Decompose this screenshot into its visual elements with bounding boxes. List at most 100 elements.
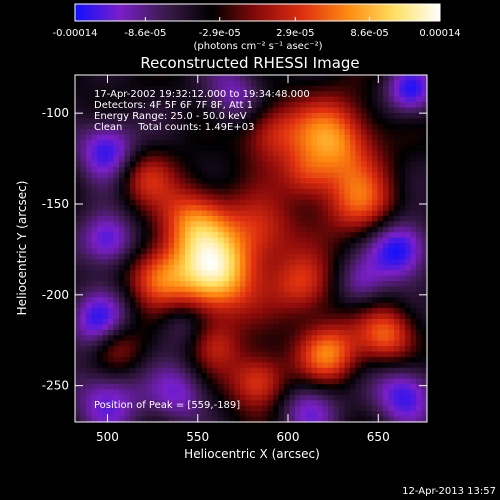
heatmap-cell	[185, 199, 192, 206]
heatmap-cell	[223, 156, 230, 163]
heatmap-cell	[350, 324, 357, 331]
heatmap-cell	[278, 102, 285, 109]
heatmap-cell	[163, 259, 170, 266]
heatmap-cell	[372, 215, 379, 222]
heatmap-cell	[295, 286, 302, 293]
heatmap-cell	[394, 215, 401, 222]
heatmap-cell	[372, 275, 379, 282]
heatmap-cell	[135, 85, 142, 92]
heatmap-cell	[152, 378, 159, 385]
heatmap-cell	[157, 405, 164, 412]
heatmap-cell	[311, 346, 318, 353]
heatmap-cell	[377, 96, 384, 103]
heatmap-cell	[223, 259, 230, 266]
heatmap-cell	[174, 205, 181, 212]
heatmap-cell	[295, 362, 302, 369]
heatmap-cell	[262, 302, 269, 309]
heatmap-cell	[86, 389, 93, 396]
heatmap-cell	[174, 96, 181, 103]
heatmap-cell	[229, 140, 236, 147]
heatmap-cell	[289, 215, 296, 222]
heatmap-cell	[295, 145, 302, 152]
heatmap-cell	[388, 243, 395, 250]
heatmap-cell	[273, 226, 280, 233]
heatmap-cell	[328, 194, 335, 201]
heatmap-cell	[234, 194, 241, 201]
heatmap-cell	[141, 394, 148, 401]
heatmap-cell	[333, 237, 340, 244]
heatmap-cell	[339, 226, 346, 233]
heatmap-cell	[256, 291, 263, 298]
heatmap-cell	[317, 400, 324, 407]
heatmap-cell	[207, 400, 214, 407]
heatmap-cell	[300, 384, 307, 391]
heatmap-cell	[383, 150, 390, 157]
heatmap-cell	[328, 118, 335, 125]
heatmap-cell	[256, 221, 263, 228]
heatmap-cell	[317, 318, 324, 325]
heatmap-cell	[229, 172, 236, 179]
heatmap-cell	[295, 405, 302, 412]
heatmap-cell	[152, 275, 159, 282]
heatmap-cell	[141, 411, 148, 418]
heatmap-cell	[273, 340, 280, 347]
heatmap-cell	[410, 183, 417, 190]
heatmap-cell	[361, 112, 368, 119]
heatmap-cell	[273, 112, 280, 119]
heatmap-cell	[185, 248, 192, 255]
heatmap-cell	[322, 102, 329, 109]
heatmap-cell	[168, 259, 175, 266]
heatmap-cell	[229, 107, 236, 114]
heatmap-cell	[102, 291, 109, 298]
heatmap-cell	[130, 389, 137, 396]
heatmap-cell	[113, 243, 120, 250]
heatmap-cell	[152, 118, 159, 125]
heatmap-cell	[245, 221, 252, 228]
heatmap-cell	[130, 416, 137, 422]
heatmap-cell	[278, 178, 285, 185]
heatmap-cell	[223, 318, 230, 325]
heatmap-cell	[168, 346, 175, 353]
heatmap-cell	[113, 405, 120, 412]
heatmap-cell	[240, 134, 247, 141]
heatmap-cell	[273, 405, 280, 412]
heatmap-cell	[75, 405, 82, 412]
heatmap-cell	[339, 411, 346, 418]
heatmap-cell	[377, 346, 384, 353]
heatmap-cell	[223, 221, 230, 228]
heatmap-cell	[135, 275, 142, 282]
heatmap-cell	[350, 221, 357, 228]
heatmap-cell	[328, 384, 335, 391]
heatmap-cell	[141, 145, 148, 152]
heatmap-cell	[267, 194, 274, 201]
heatmap-cell	[256, 411, 263, 418]
heatmap-cell	[234, 335, 241, 342]
heatmap-cell	[168, 394, 175, 401]
heatmap-cell	[306, 346, 313, 353]
heatmap-cell	[135, 373, 142, 380]
heatmap-cell	[124, 335, 131, 342]
heatmap-cell	[91, 264, 98, 271]
heatmap-cell	[119, 161, 126, 168]
heatmap-cell	[223, 123, 230, 130]
heatmap-cell	[229, 297, 236, 304]
heatmap-cell	[361, 210, 368, 217]
heatmap-cell	[344, 324, 351, 331]
heatmap-cell	[366, 362, 373, 369]
heatmap-cell	[157, 210, 164, 217]
heatmap-cell	[317, 226, 324, 233]
heatmap-cell	[295, 112, 302, 119]
heatmap-cell	[223, 215, 230, 222]
heatmap-cell	[124, 199, 131, 206]
heatmap-cell	[80, 389, 87, 396]
heatmap-cell	[97, 167, 104, 174]
heatmap-cell	[377, 367, 384, 374]
heatmap-cell	[355, 140, 362, 147]
heatmap-cell	[157, 362, 164, 369]
heatmap-cell	[416, 405, 423, 412]
heatmap-cell	[410, 373, 417, 380]
heatmap-cell	[284, 123, 291, 130]
heatmap-cell	[416, 253, 423, 260]
heatmap-cell	[240, 335, 247, 342]
heatmap-cell	[157, 75, 164, 82]
